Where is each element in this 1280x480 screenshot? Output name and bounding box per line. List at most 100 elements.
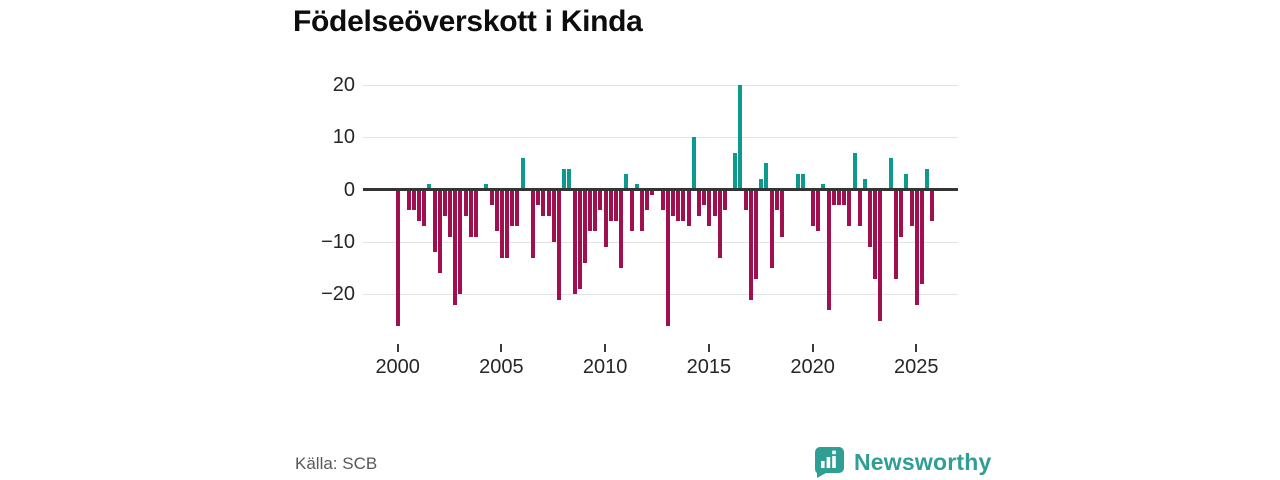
bar-2024Q2 (899, 189, 904, 237)
bar-2005Q4 (515, 189, 520, 227)
bar-2011Q3 (634, 184, 639, 190)
bar-2011Q4 (639, 189, 644, 232)
bar-2003Q1 (458, 189, 463, 295)
bar-2001Q3 (427, 184, 432, 190)
bar-2024Q4 (909, 189, 914, 227)
bar-2021Q4 (847, 189, 852, 227)
bar-2010Q1 (603, 189, 608, 248)
gridline (363, 241, 958, 243)
bar-2012Q2 (650, 189, 655, 195)
bar-2024Q1 (894, 189, 899, 279)
bar-2004Q2 (484, 184, 489, 190)
bar-2012Q4 (660, 189, 665, 211)
bar-2000Q4 (411, 189, 416, 211)
x-axis-tick-label: 2025 (894, 356, 939, 378)
bar-2002Q1 (437, 189, 442, 274)
bar-2019Q3 (800, 173, 805, 190)
bar-2005Q1 (499, 189, 504, 258)
bar-2021Q2 (837, 189, 841, 206)
bar-2013Q4 (681, 189, 686, 221)
bar-2003Q2 (463, 189, 468, 216)
bar-2019Q2 (795, 173, 800, 190)
bar-2012Q1 (645, 189, 650, 211)
bar-2020Q3 (821, 184, 826, 190)
bar-2001Q4 (432, 189, 437, 253)
bar-2020Q1 (811, 189, 816, 227)
x-axis-tick-label: 2010 (582, 356, 628, 378)
bar-2017Q4 (764, 163, 769, 190)
bar-2006Q4 (536, 189, 541, 206)
bar-2017Q1 (748, 189, 753, 300)
bar-2013Q2 (671, 189, 676, 216)
bar-2020Q4 (826, 189, 831, 311)
bar-2009Q2 (588, 189, 593, 232)
bar-2007Q3 (551, 189, 556, 242)
bar-2014Q3 (696, 189, 701, 216)
gridline (363, 137, 958, 139)
bar-2014Q1 (686, 189, 691, 227)
bar-2006Q3 (531, 189, 536, 258)
bar-2013Q1 (665, 189, 670, 326)
bar-2008Q2 (567, 168, 572, 190)
bar-2014Q2 (691, 137, 696, 190)
x-axis-tick-label: 2020 (790, 356, 835, 378)
bar-2018Q3 (779, 189, 784, 237)
bar-2021Q3 (842, 189, 847, 206)
bar-2023Q4 (888, 158, 893, 190)
bar-2009Q4 (598, 189, 603, 211)
bar-2009Q1 (582, 189, 587, 263)
bar-2015Q4 (722, 189, 727, 211)
bar-2022Q1 (852, 152, 857, 190)
x-axis-tick (811, 344, 814, 352)
bar-2005Q2 (505, 189, 510, 258)
bar-2005Q3 (510, 189, 515, 227)
y-axis-tick-label: −20 (321, 283, 355, 306)
bar-2020Q2 (816, 189, 821, 232)
bar-2025Q3 (925, 168, 930, 190)
bar-2011Q1 (624, 173, 629, 190)
bar-2004Q3 (489, 189, 494, 206)
source-label: Källa: SCB (295, 454, 378, 473)
bar-2016Q2 (733, 152, 738, 190)
bar-2008Q3 (572, 189, 577, 295)
bar-2023Q2 (878, 189, 883, 321)
bar-2022Q2 (857, 189, 862, 227)
bar-2025Q2 (919, 189, 924, 284)
bar-2010Q3 (614, 189, 618, 221)
bar-2008Q1 (562, 168, 567, 190)
bar-2004Q4 (494, 189, 499, 232)
x-axis-tick (500, 344, 503, 352)
gridline (363, 84, 958, 86)
y-axis-tick-label: 0 (343, 178, 355, 201)
bar-2015Q3 (717, 189, 722, 258)
bar-2003Q4 (473, 189, 478, 237)
x-axis-tick (915, 344, 918, 352)
bar-2016Q4 (743, 189, 748, 211)
bar-2010Q4 (619, 189, 624, 269)
bar-2001Q2 (422, 189, 427, 227)
bar-2009Q3 (593, 189, 598, 232)
bar-2001Q1 (416, 189, 421, 221)
zero-axis-line (363, 188, 958, 191)
bar-2021Q1 (831, 189, 836, 206)
bar-2024Q3 (904, 173, 909, 190)
y-axis-tick-label: 10 (332, 126, 355, 149)
newsworthy-logo-text: Newsworthy (854, 449, 992, 475)
bar-2016Q3 (738, 84, 743, 190)
bar-2023Q1 (873, 189, 878, 279)
bar-2002Q2 (442, 189, 447, 216)
bar-2017Q2 (754, 189, 759, 279)
x-axis-tick-label: 2005 (479, 356, 524, 378)
bar-2022Q4 (868, 189, 873, 248)
bar-2015Q1 (707, 189, 712, 227)
bar-2018Q1 (769, 189, 774, 269)
bar-2002Q4 (453, 189, 458, 305)
x-axis-tick (707, 344, 710, 352)
x-axis-tick (604, 344, 607, 352)
y-axis-tick-label: 20 (332, 73, 355, 96)
bar-2018Q2 (774, 189, 779, 211)
bar-2014Q4 (702, 189, 707, 206)
bar-2017Q3 (759, 179, 764, 190)
bar-2011Q2 (629, 189, 634, 232)
